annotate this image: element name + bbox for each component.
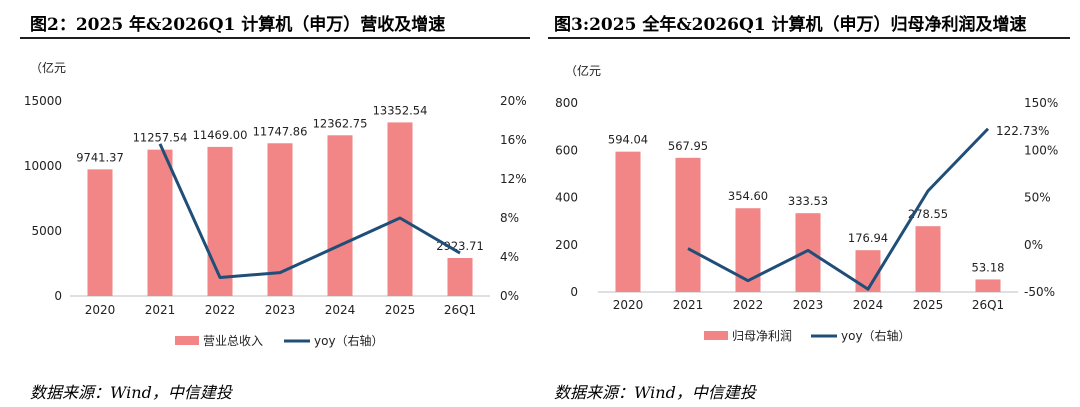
bar-value-label: 11469.00 — [193, 128, 248, 142]
bar — [675, 157, 701, 292]
bar-value-label: 11257.54 — [133, 131, 188, 145]
right-axis-tick-label: 12% — [500, 172, 527, 186]
bar — [87, 169, 113, 296]
bar — [387, 122, 413, 296]
legend-bar-swatch — [704, 331, 728, 340]
bar-value-label: 13352.54 — [373, 103, 428, 117]
right-axis-tick-label: 16% — [500, 133, 527, 147]
left-axis-tick-label: 600 — [555, 143, 578, 157]
revenue-chart-panel: 图2：2025 年&2026Q1 计算机（申万）营收及增速 （亿元 0 5000 10… — [0, 0, 530, 407]
legend-bar-label: 营业总收入 — [203, 334, 263, 348]
bar-value-label: 278.55 — [908, 207, 948, 221]
chart-title: 图3:2025 全年&2026Q1 计算机（申万）归母净利润及增速 — [554, 15, 1027, 35]
bar — [447, 257, 473, 296]
source-note: 数据来源：Wind，中信建投 — [554, 383, 756, 402]
legend-bar-label: 归母净利润 — [732, 329, 792, 343]
category-label: 2025 — [385, 303, 416, 317]
unit-label: （亿元 — [30, 60, 66, 75]
bar — [615, 151, 641, 292]
left-axis-tick-label: 800 — [555, 96, 578, 110]
revenue-chart: （亿元 0 5000 10000 15000 0% 4% 8% 12% 16% 20% 9741.37… — [24, 60, 527, 348]
bar-value-label: 354.60 — [728, 189, 768, 203]
category-label: 2022 — [205, 303, 236, 317]
category-label: 26Q1 — [972, 298, 1004, 312]
bar — [207, 146, 233, 296]
legend-line-label: yoy（右轴） — [841, 328, 911, 343]
category-label: 2020 — [613, 298, 644, 312]
bar-value-label: 176.94 — [848, 231, 888, 245]
bar — [795, 213, 821, 292]
bar-value-label: 9741.37 — [76, 150, 124, 164]
bar-value-label: 594.04 — [608, 133, 648, 147]
right-axis-tick-label: 20% — [500, 94, 527, 108]
category-label: 26Q1 — [444, 303, 476, 317]
bar — [855, 250, 881, 292]
left-axis-tick-label: 15000 — [24, 94, 62, 108]
legend-bar-swatch — [175, 336, 199, 345]
bar — [147, 149, 173, 296]
bar-value-label: 333.53 — [788, 194, 828, 208]
bar-value-label: 567.95 — [668, 139, 708, 153]
left-axis-tick-label: 10000 — [24, 159, 62, 173]
right-axis-tick-label: 4% — [500, 250, 519, 264]
unit-label: （亿元 — [565, 63, 601, 78]
category-label: 2021 — [673, 298, 704, 312]
right-axis-tick-label: 50% — [1024, 191, 1051, 205]
left-axis-tick-label: 0 — [54, 289, 62, 303]
bar-value-label: 11747.86 — [253, 124, 308, 138]
yoy-line — [158, 143, 461, 279]
bar-value-label: 53.18 — [972, 260, 1005, 274]
title-rule — [20, 37, 530, 39]
right-axis-tick-label: 0% — [1024, 238, 1043, 252]
yoy-line — [687, 127, 990, 291]
left-axis-tick-label: 5000 — [31, 224, 62, 238]
title-rule — [548, 37, 1070, 39]
bar — [267, 143, 293, 296]
left-axis-tick-label: 400 — [555, 191, 578, 205]
profit-chart: （亿元 0 200 400 600 800 -50% 0% 50% 100% 150% 594.04 5… — [555, 63, 1058, 343]
category-label: 2024 — [853, 298, 884, 312]
chart-title: 图2：2025 年&2026Q1 计算机（申万）营收及增速 — [30, 15, 446, 35]
category-label: 2023 — [265, 303, 296, 317]
category-label: 2022 — [733, 298, 764, 312]
bar — [327, 135, 353, 296]
bar — [915, 226, 941, 292]
category-label: 2020 — [85, 303, 116, 317]
left-axis-tick-label: 200 — [555, 238, 578, 252]
left-axis-tick-label: 0 — [570, 285, 578, 299]
right-axis-tick-label: 0% — [500, 289, 519, 303]
right-axis-tick-label: -50% — [1024, 285, 1055, 299]
bar-value-label: 2923.71 — [436, 239, 484, 253]
category-label: 2025 — [913, 298, 944, 312]
right-axis-tick-label: 8% — [500, 211, 519, 225]
category-label: 2021 — [145, 303, 176, 317]
right-axis-tick-label: 100% — [1024, 143, 1058, 157]
bar-value-label: 12362.75 — [313, 116, 368, 130]
right-axis-tick-label: 150% — [1024, 96, 1058, 110]
category-label: 2024 — [325, 303, 356, 317]
profit-chart-panel: 图3:2025 全年&2026Q1 计算机（申万）归母净利润及增速 （亿元 0 20… — [548, 0, 1080, 407]
category-label: 2023 — [793, 298, 824, 312]
yoy-end-label: 122.73% — [996, 124, 1049, 138]
bar — [975, 279, 1001, 292]
source-note: 数据来源：Wind，中信建投 — [30, 383, 232, 402]
legend-line-label: yoy（右轴） — [314, 333, 384, 348]
